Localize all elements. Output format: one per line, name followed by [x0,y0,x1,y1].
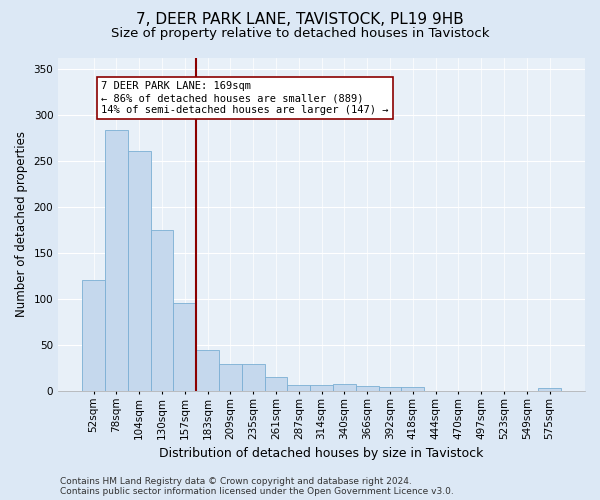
Bar [356,386,379,391]
Bar [310,386,333,391]
Bar [401,388,424,391]
Bar [196,350,219,391]
Bar [333,384,356,391]
Y-axis label: Number of detached properties: Number of detached properties [15,131,28,317]
Text: Contains HM Land Registry data © Crown copyright and database right 2024.
Contai: Contains HM Land Registry data © Crown c… [60,476,454,496]
X-axis label: Distribution of detached houses by size in Tavistock: Distribution of detached houses by size … [160,447,484,460]
Bar [379,388,401,391]
Text: 7 DEER PARK LANE: 169sqm
← 86% of detached houses are smaller (889)
14% of semi-: 7 DEER PARK LANE: 169sqm ← 86% of detach… [101,82,389,114]
Text: Size of property relative to detached houses in Tavistock: Size of property relative to detached ho… [111,28,489,40]
Bar [242,364,265,391]
Bar [82,280,105,391]
Bar [265,377,287,391]
Bar [105,130,128,391]
Bar [151,230,173,391]
Bar [538,388,561,391]
Text: 7, DEER PARK LANE, TAVISTOCK, PL19 9HB: 7, DEER PARK LANE, TAVISTOCK, PL19 9HB [136,12,464,28]
Bar [128,150,151,391]
Bar [219,364,242,391]
Bar [287,384,310,391]
Bar [173,302,196,391]
